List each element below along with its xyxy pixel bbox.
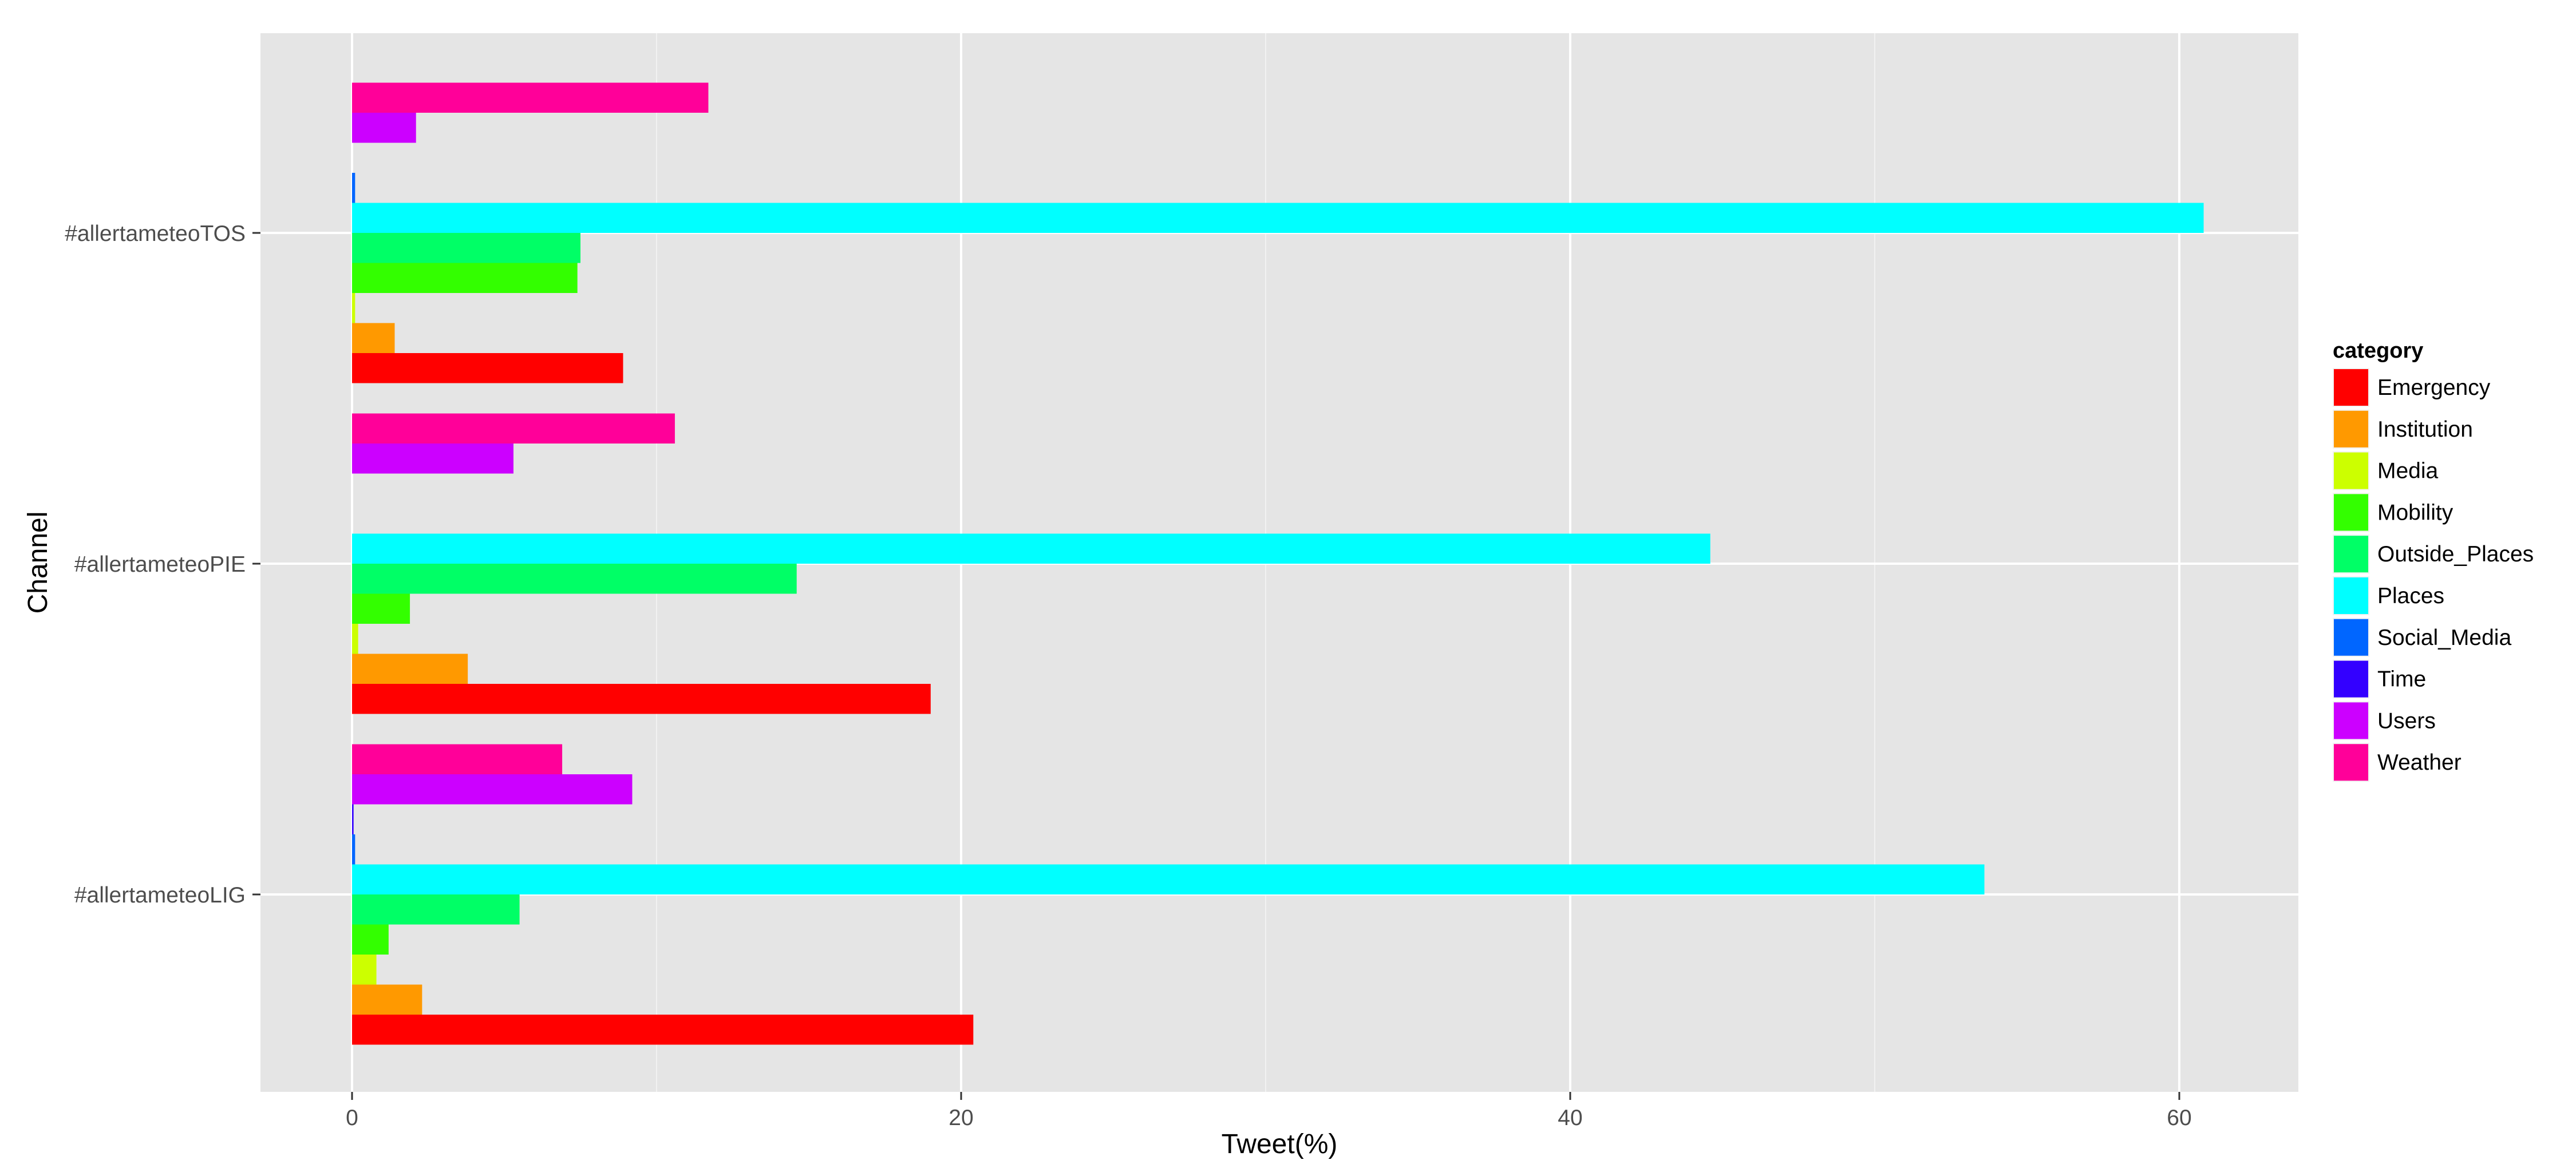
bar-institution-3 — [352, 323, 395, 353]
y-axis-title: Channel — [23, 512, 53, 614]
bar-users-1 — [352, 774, 633, 805]
bar-emergency-3 — [352, 353, 623, 383]
bar-places-3 — [352, 203, 2204, 233]
legend-label: Weather — [2377, 750, 2462, 775]
bar-users-3 — [352, 113, 416, 143]
bar-mobility-1 — [352, 924, 389, 955]
x-tick-label: 40 — [1558, 1106, 1582, 1130]
bar-mobility-2 — [352, 593, 410, 624]
bar-mobility-3 — [352, 263, 578, 293]
y-tick-label: #allertameteoPIE — [74, 552, 246, 577]
y-tick-label: #allertameteoTOS — [65, 221, 246, 246]
legend-swatch — [2334, 369, 2368, 406]
bar-weather-1 — [352, 744, 563, 774]
axes: 0 20 40 60 #allertameteoLIG #allertameteoPIE #… — [65, 221, 2191, 1130]
legend-swatch — [2334, 619, 2368, 656]
bar-social-media-1 — [352, 834, 355, 865]
bar-emergency-1 — [352, 1015, 974, 1045]
bar-places-1 — [352, 864, 1985, 894]
bar-users-2 — [352, 444, 513, 474]
legend-swatch — [2334, 660, 2368, 698]
legend-label: Media — [2377, 459, 2439, 484]
bars — [352, 82, 2204, 1045]
bar-outside-places-1 — [352, 894, 520, 925]
x-tick-label: 60 — [2167, 1106, 2191, 1130]
bar-institution-2 — [352, 654, 468, 684]
bar-outside-places-3 — [352, 233, 580, 263]
legend-title: category — [2333, 339, 2423, 363]
bar-places-2 — [352, 533, 1710, 564]
legend-swatch — [2334, 452, 2368, 489]
x-axis-title: Tweet(%) — [1222, 1129, 1338, 1159]
legend-swatch — [2334, 702, 2368, 739]
legend-label: Places — [2377, 584, 2444, 608]
legend-swatch — [2334, 744, 2368, 781]
legend-swatch — [2334, 494, 2368, 531]
legend-swatch — [2334, 536, 2368, 573]
legend-swatch — [2334, 410, 2368, 448]
bar-media-3 — [352, 293, 355, 323]
legend-label: Time — [2377, 667, 2426, 692]
legend-label: Social_Media — [2377, 625, 2511, 650]
legend-label: Mobility — [2377, 500, 2453, 525]
legend-label: Users — [2377, 708, 2436, 733]
legend-swatch — [2334, 577, 2368, 614]
legend-label: Outside_Places — [2377, 542, 2534, 567]
bar-weather-3 — [352, 82, 709, 113]
x-tick-label: 20 — [949, 1106, 973, 1130]
bar-emergency-2 — [352, 684, 931, 714]
bar-media-2 — [352, 624, 358, 654]
legend: category Emergency Institution Media Mobili… — [2333, 339, 2534, 782]
legend-label: Emergency — [2377, 375, 2491, 400]
x-tick-label: 0 — [346, 1106, 358, 1130]
bar-institution-1 — [352, 984, 422, 1015]
bar-social-media-3 — [352, 173, 355, 203]
bar-time-1 — [352, 804, 354, 834]
legend-label: Institution — [2377, 417, 2473, 442]
bar-media-1 — [352, 955, 377, 985]
bar-outside-places-2 — [352, 564, 797, 594]
y-tick-label: #allertameteoLIG — [74, 883, 246, 908]
bar-weather-2 — [352, 413, 675, 444]
